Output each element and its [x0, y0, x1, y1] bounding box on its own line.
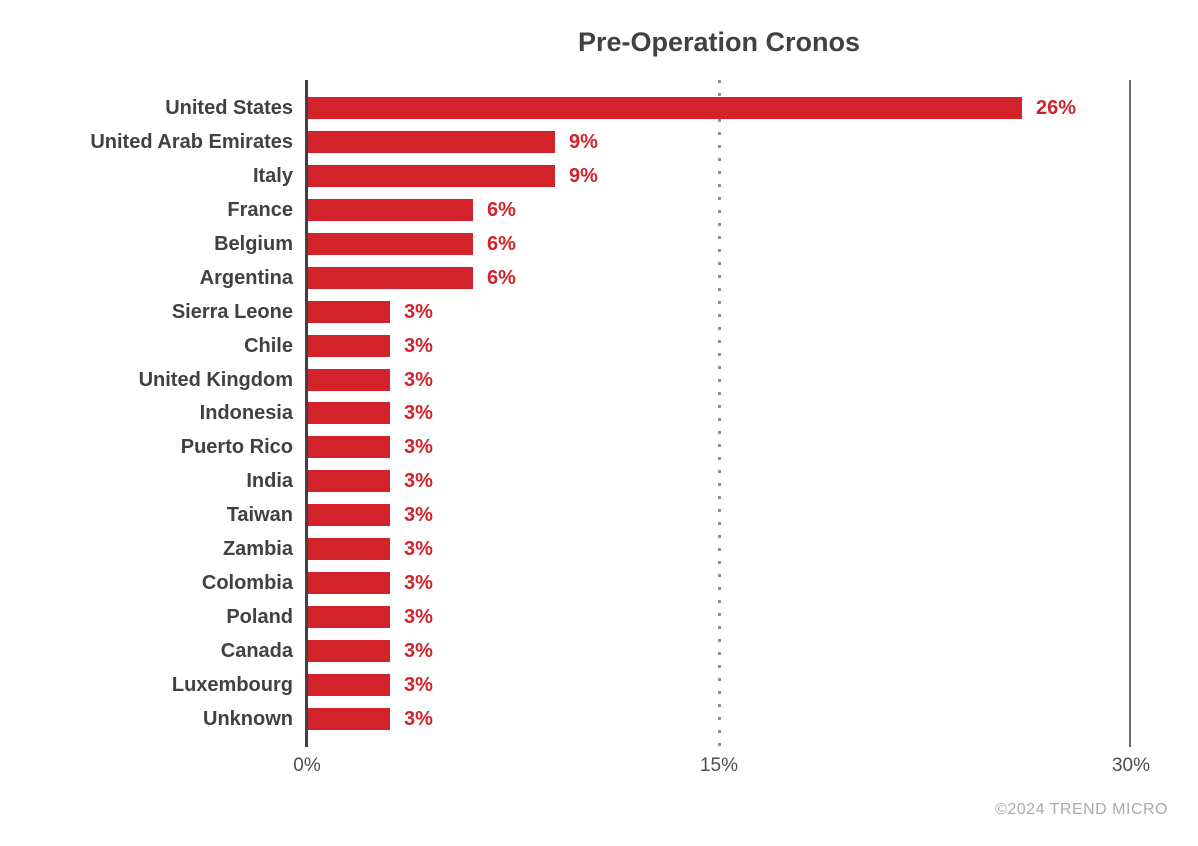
bar — [308, 97, 1022, 119]
value-label: 3% — [404, 301, 433, 323]
bar — [308, 640, 390, 662]
bar-row: Poland 3% — [0, 606, 1198, 628]
axis-line-30pct — [1129, 80, 1131, 747]
value-label: 3% — [404, 538, 433, 560]
value-label: 3% — [404, 335, 433, 357]
bar — [308, 267, 473, 289]
bar-row: Belgium 6% — [0, 233, 1198, 255]
copyright-credit: ©2024 TREND MICRO — [995, 801, 1168, 818]
value-label: 3% — [404, 436, 433, 458]
bar-row: Indonesia 3% — [0, 402, 1198, 424]
value-label: 6% — [487, 199, 516, 221]
value-label: 9% — [569, 131, 598, 153]
chart-title: Pre-Operation Cronos — [577, 27, 861, 57]
bar-row: Puerto Rico 3% — [0, 436, 1198, 458]
bar-row: United Arab Emirates 9% — [0, 131, 1198, 153]
category-label: Taiwan — [226, 504, 293, 526]
category-label: Zambia — [222, 538, 293, 560]
bar — [308, 538, 390, 560]
axis-line-0pct — [305, 80, 308, 747]
category-label: Luxembourg — [171, 674, 293, 696]
category-label: Colombia — [201, 572, 293, 594]
category-label: Italy — [252, 165, 293, 187]
value-label: 3% — [404, 708, 433, 730]
bar — [308, 606, 390, 628]
value-label: 3% — [404, 369, 433, 391]
bar — [308, 436, 390, 458]
bar-row: France 6% — [0, 199, 1198, 221]
bar-row: United States 26% — [0, 97, 1198, 119]
x-tick-0: 0% — [293, 755, 321, 776]
value-label: 26% — [1036, 97, 1077, 119]
bar-row: Italy 9% — [0, 165, 1198, 187]
category-label: Canada — [220, 640, 293, 662]
category-label: Unknown — [203, 708, 293, 730]
x-tick-30: 30% — [1111, 755, 1151, 776]
value-label: 3% — [404, 640, 433, 662]
bar — [308, 674, 390, 696]
bar-row: Sierra Leone 3% — [0, 301, 1198, 323]
bar-row: Colombia 3% — [0, 572, 1198, 594]
category-label: France — [227, 199, 293, 221]
category-label: United Arab Emirates — [90, 131, 293, 153]
bar — [308, 572, 390, 594]
bar-row: Luxembourg 3% — [0, 674, 1198, 696]
bar — [308, 165, 555, 187]
bar — [308, 233, 473, 255]
bar-row: Chile 3% — [0, 335, 1198, 357]
bar-row: Taiwan 3% — [0, 504, 1198, 526]
value-label: 3% — [404, 606, 433, 628]
value-label: 3% — [404, 402, 433, 424]
category-label: Chile — [244, 335, 293, 357]
bar — [308, 708, 390, 730]
bar-row: Zambia 3% — [0, 538, 1198, 560]
bar — [308, 301, 390, 323]
category-label: Belgium — [214, 233, 293, 255]
category-label: United Kingdom — [138, 369, 293, 391]
category-label: United States — [165, 97, 293, 119]
value-label: 3% — [404, 470, 433, 492]
value-label: 3% — [404, 674, 433, 696]
category-label: Sierra Leone — [171, 301, 293, 323]
bar — [308, 131, 555, 153]
category-label: Indonesia — [199, 402, 293, 424]
category-label: India — [246, 470, 293, 492]
value-label: 9% — [569, 165, 598, 187]
bar — [308, 369, 390, 391]
gridline-15pct-dotted — [718, 80, 721, 747]
value-label: 6% — [487, 233, 516, 255]
category-label: Puerto Rico — [180, 436, 293, 458]
bar — [308, 470, 390, 492]
value-label: 6% — [487, 267, 516, 289]
category-label: Poland — [226, 606, 293, 628]
value-label: 3% — [404, 572, 433, 594]
bar — [308, 199, 473, 221]
value-label: 3% — [404, 504, 433, 526]
x-tick-15: 15% — [699, 755, 739, 776]
bar-row: Unknown 3% — [0, 708, 1198, 730]
bar — [308, 402, 390, 424]
bar-row: India 3% — [0, 470, 1198, 492]
bar — [308, 335, 390, 357]
bar-row: United Kingdom 3% — [0, 369, 1198, 391]
bar-row: Canada 3% — [0, 640, 1198, 662]
bar-row: Argentina 6% — [0, 267, 1198, 289]
bar — [308, 504, 390, 526]
category-label: Argentina — [199, 267, 293, 289]
